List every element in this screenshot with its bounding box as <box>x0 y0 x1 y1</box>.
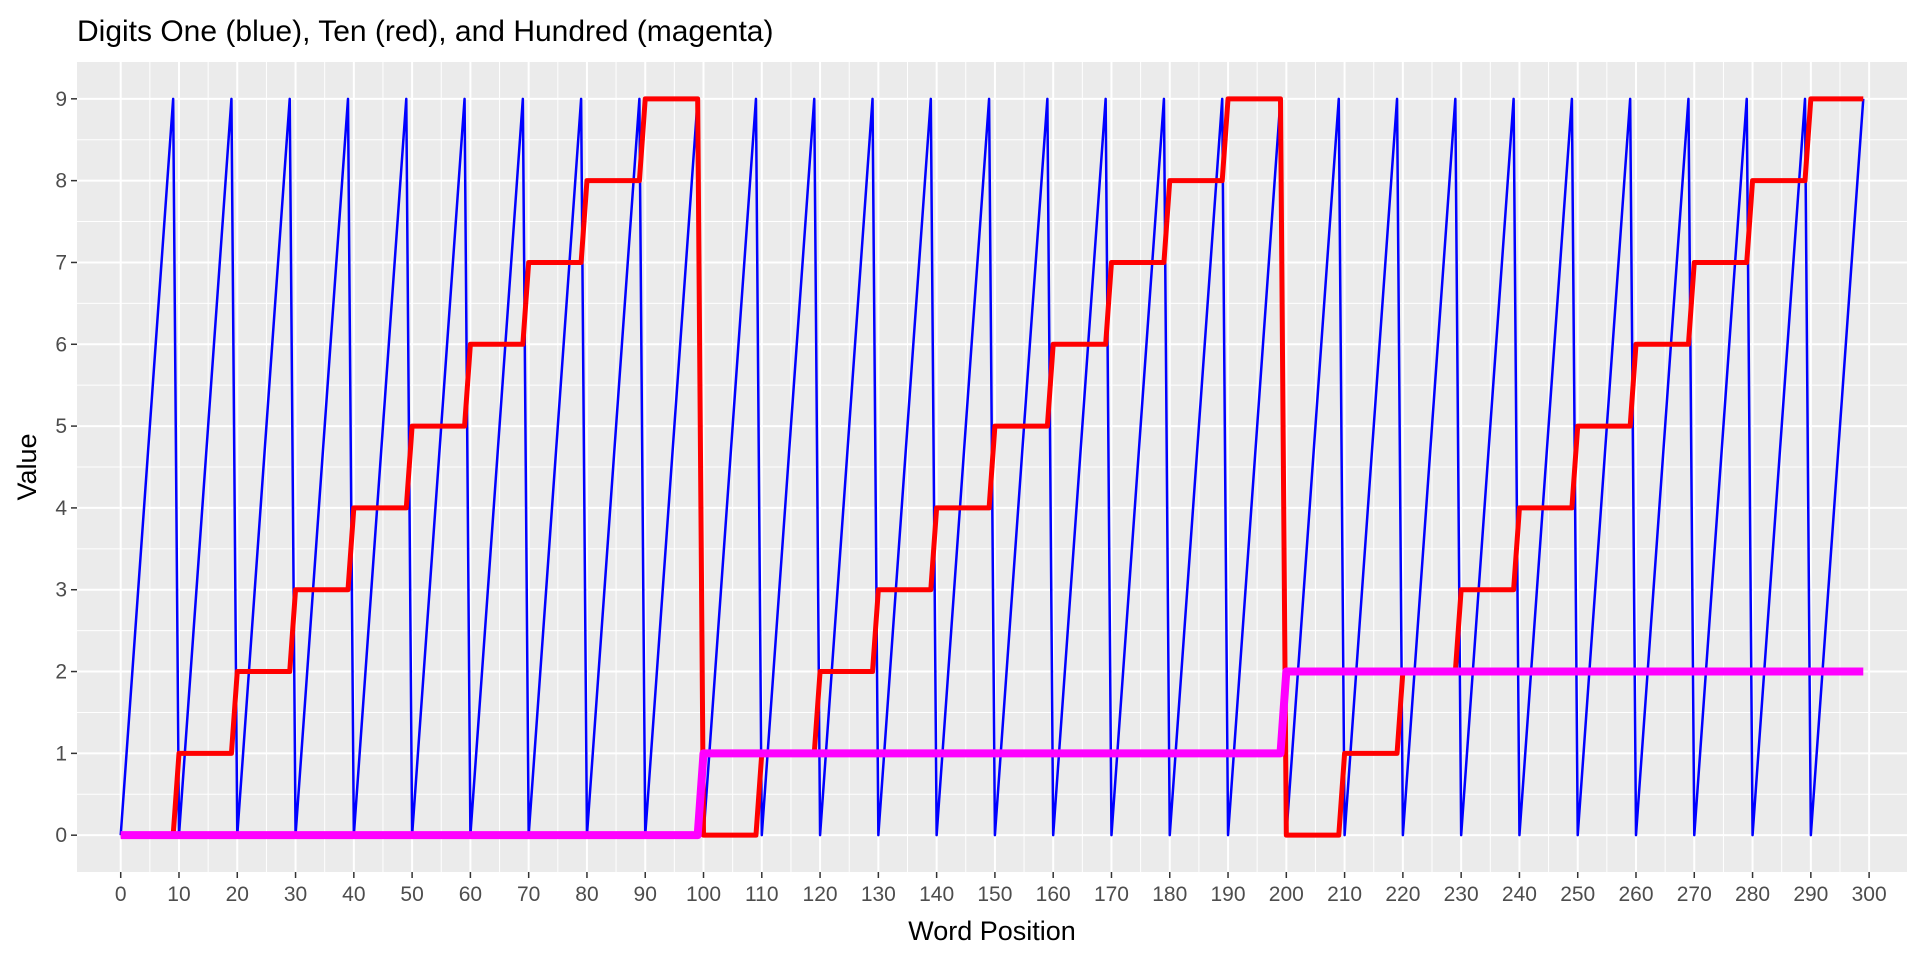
y-tick-label: 4 <box>55 497 67 520</box>
x-tick-label: 130 <box>861 883 896 906</box>
x-axis-title: Word Position <box>908 916 1076 946</box>
y-tick-label: 8 <box>55 170 67 193</box>
y-tick-label: 9 <box>55 88 67 111</box>
x-tick-label: 260 <box>1618 883 1653 906</box>
x-tick-label: 300 <box>1852 883 1887 906</box>
x-tick-label: 70 <box>517 883 540 906</box>
y-tick-label: 2 <box>55 661 67 684</box>
x-tick-label: 180 <box>1152 883 1187 906</box>
y-tick-label: 7 <box>55 251 67 274</box>
x-tick-label: 160 <box>1036 883 1071 906</box>
x-tick-label: 100 <box>686 883 721 906</box>
y-axis: 0 1 2 3 4 5 6 7 8 9 <box>55 88 77 847</box>
x-tick-label: 110 <box>745 883 778 906</box>
x-tick-label: 240 <box>1502 883 1537 906</box>
x-tick-label: 80 <box>575 883 598 906</box>
x-tick-label: 90 <box>634 883 657 906</box>
minor-gridlines <box>77 62 1907 872</box>
y-tick-label: 5 <box>55 415 67 438</box>
x-tick-label: 60 <box>459 883 482 906</box>
x-tick-label: 190 <box>1211 883 1246 906</box>
x-tick-label: 40 <box>342 883 365 906</box>
x-tick-label: 50 <box>400 883 423 906</box>
series-line-hundred <box>120 667 1864 840</box>
chart-title: Digits One (blue), Ten (red), and Hundre… <box>77 15 773 48</box>
x-tick-label: 20 <box>226 883 249 906</box>
x-tick-label: 30 <box>284 883 307 906</box>
y-axis-title: Value <box>12 433 42 500</box>
x-tick-label: 10 <box>167 883 190 906</box>
y-tick-label: 6 <box>55 333 67 356</box>
x-tick-label: 280 <box>1735 883 1770 906</box>
series-line-ten <box>120 96 1864 838</box>
x-tick-label: 290 <box>1793 883 1828 906</box>
x-tick-label: 150 <box>977 883 1012 906</box>
x-tick-label: 210 <box>1327 883 1362 906</box>
y-tick-label: 3 <box>55 579 67 602</box>
x-tick-label: 0 <box>115 883 127 906</box>
x-tick-label: 270 <box>1677 883 1712 906</box>
x-tick-label: 220 <box>1385 883 1420 906</box>
y-tick-label: 1 <box>55 742 67 765</box>
x-tick-label: 140 <box>919 883 954 906</box>
x-tick-label: 120 <box>803 883 838 906</box>
x-tick-label: 170 <box>1094 883 1129 906</box>
y-tick-label: 0 <box>55 824 67 847</box>
x-tick-label: 250 <box>1560 883 1595 906</box>
x-tick-label: 200 <box>1269 883 1304 906</box>
x-tick-label: 230 <box>1444 883 1479 906</box>
x-axis: 0 10 20 30 40 50 60 70 80 90 100 110 120 130 140 150 160… <box>115 872 1887 906</box>
series-layer <box>119 96 1865 840</box>
